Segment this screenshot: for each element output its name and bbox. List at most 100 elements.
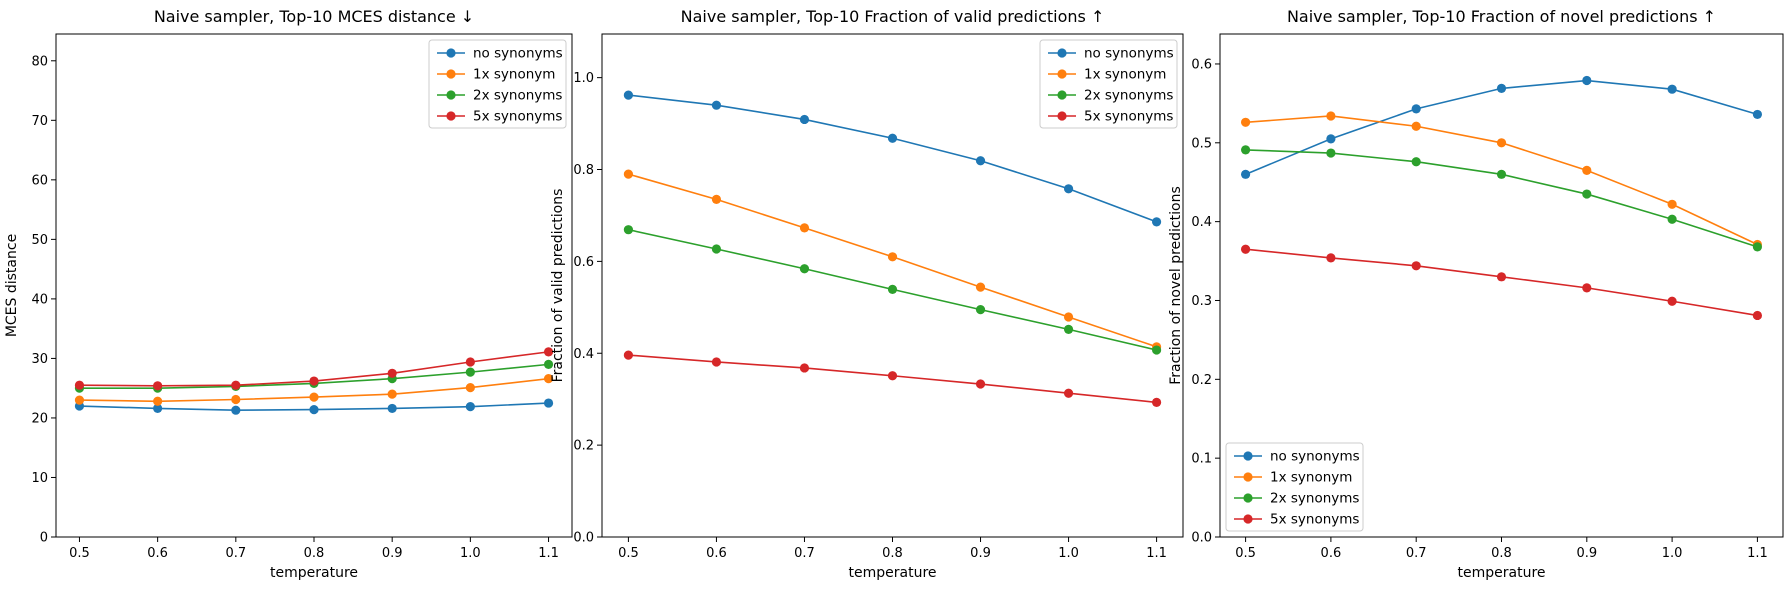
y-tick-label: 0	[40, 531, 48, 546]
data-point	[1411, 157, 1421, 167]
legend-entry: 1x synonym	[437, 67, 555, 83]
legend-entry: 2x synonyms	[437, 88, 562, 104]
legend-entry: no synonyms	[437, 46, 563, 62]
legend-marker	[1057, 48, 1067, 58]
x-tick-label: 1.0	[1058, 546, 1079, 561]
series-2x-synonyms	[623, 225, 1162, 355]
data-point	[975, 156, 986, 166]
data-point	[309, 376, 319, 386]
legend-entry: no synonyms	[1048, 46, 1174, 62]
series-1x-synonym	[74, 374, 554, 406]
legend-label: 2x synonyms	[1084, 88, 1173, 104]
y-axis-label: MCES distance	[4, 234, 20, 337]
data-point	[623, 169, 634, 179]
x-tick-label: 1.0	[1662, 546, 1683, 561]
series-5x-synonyms	[623, 350, 1162, 408]
data-point	[1063, 312, 1074, 322]
y-tick-label: 0.6	[1191, 57, 1212, 72]
y-tick-label: 0.8	[573, 163, 594, 178]
data-point	[465, 382, 475, 393]
data-point	[1582, 189, 1592, 199]
data-point	[1240, 244, 1251, 254]
y-tick-label: 0.3	[1191, 294, 1212, 309]
data-point	[975, 305, 986, 315]
x-tick-label: 0.7	[1406, 546, 1427, 561]
y-tick-label: 0.5	[1191, 136, 1212, 151]
chart-title: Naive sampler, Top-10 Fraction of novel …	[1287, 7, 1716, 26]
legend-box	[1225, 442, 1364, 532]
data-point	[1667, 214, 1677, 224]
data-point	[1063, 324, 1074, 334]
legend-marker	[446, 90, 456, 100]
legend-label: 1x synonym	[473, 67, 555, 83]
x-axis-label: temperature	[270, 565, 358, 581]
y-tick-label: 30	[31, 352, 48, 367]
y-tick-label: 0.4	[573, 347, 594, 362]
data-point	[1496, 169, 1507, 179]
data-point	[74, 395, 85, 405]
data-point	[543, 359, 554, 369]
data-point	[543, 398, 554, 408]
data-point	[1063, 184, 1074, 194]
legend-marker	[1243, 472, 1253, 482]
y-tick-label: 50	[31, 233, 48, 248]
legend-marker	[1243, 493, 1253, 503]
data-point	[1752, 242, 1763, 252]
legend-marker	[1057, 111, 1067, 121]
y-tick-label: 0.4	[1191, 215, 1212, 230]
series-line	[1245, 115, 1758, 246]
data-point	[231, 380, 241, 390]
data-point	[1752, 310, 1763, 321]
y-tick-label: 80	[31, 54, 48, 69]
data-point	[1667, 84, 1677, 94]
legend-label: no synonyms	[1084, 46, 1174, 62]
x-tick-label: 0.7	[225, 546, 246, 561]
series-5x-synonyms	[1240, 244, 1763, 321]
data-point	[711, 194, 722, 204]
legend-label: 5x synonyms	[1270, 512, 1359, 528]
legend-label: 1x synonym	[1084, 67, 1166, 83]
legend-label: no synonyms	[473, 46, 563, 62]
legend-box	[428, 39, 567, 129]
x-axis-label: temperature	[849, 565, 937, 581]
legend-marker	[446, 111, 456, 121]
data-point	[1240, 117, 1251, 127]
data-point	[387, 368, 397, 378]
data-point	[1411, 121, 1421, 131]
y-tick-label: 40	[31, 292, 48, 307]
y-tick-label: 0.0	[573, 531, 594, 546]
data-point	[711, 100, 722, 110]
data-point	[1496, 272, 1507, 282]
x-tick-label: 0.8	[1491, 546, 1512, 561]
y-tick-label: 1.0	[573, 71, 594, 86]
chart-title: Naive sampler, Top-10 Fraction of valid …	[681, 7, 1105, 26]
data-point	[231, 405, 241, 415]
y-tick-label: 0.2	[1191, 373, 1212, 388]
series-line	[1245, 149, 1758, 248]
legend-marker	[1057, 69, 1067, 79]
series-line	[1245, 79, 1758, 176]
y-tick-label: 60	[31, 173, 48, 188]
data-point	[1151, 397, 1162, 408]
data-point	[1326, 148, 1336, 158]
data-point	[887, 371, 898, 381]
data-point	[1667, 199, 1677, 209]
data-point	[543, 374, 554, 384]
data-point	[153, 403, 163, 414]
y-tick-label: 0.2	[573, 439, 594, 454]
legend-entry: 1x synonym	[1048, 67, 1166, 83]
data-point	[1582, 165, 1592, 175]
data-point	[465, 357, 475, 367]
data-point	[711, 357, 722, 367]
data-point	[1582, 283, 1592, 293]
data-point	[1496, 83, 1507, 93]
data-point	[153, 396, 163, 406]
legend-label: 5x synonyms	[473, 109, 562, 125]
data-point	[387, 403, 397, 414]
y-tick-label: 0.1	[1191, 452, 1212, 467]
x-tick-label: 0.7	[794, 546, 815, 561]
data-point	[975, 282, 986, 292]
x-tick-label: 0.9	[382, 546, 403, 561]
data-point	[887, 252, 898, 262]
